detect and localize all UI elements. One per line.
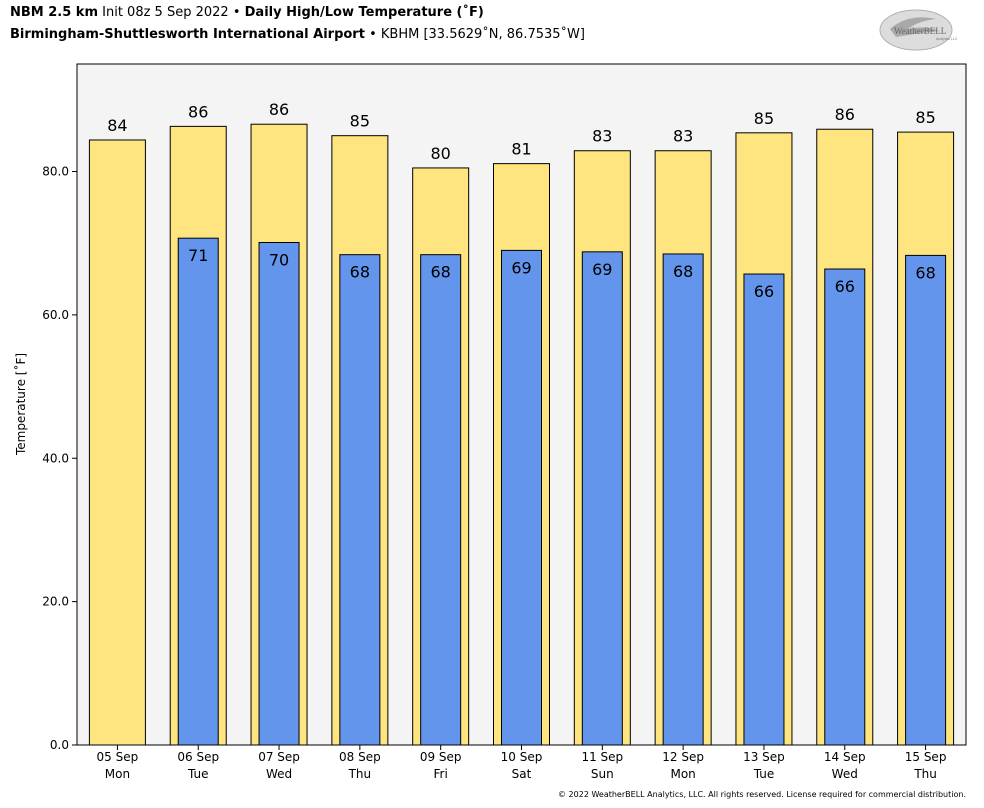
location-name: Birmingham-Shuttlesworth International A… [10,27,365,42]
low-bar [501,249,542,746]
x-tick-day: Thu [348,767,372,781]
y-axis: 0.0 20.0 40.0 60.0 80.0 [42,165,77,752]
high-value-label: 81 [511,140,531,159]
x-tick-day: Mon [105,767,130,781]
x-tick-date: 09 Sep [420,750,462,764]
x-tick-date: 05 Sep [97,750,139,764]
station-id: KBHM [33.5629˚N, 86.7535˚W] [380,27,585,42]
y-tick-label: 20.0 [42,595,69,609]
y-tick-label: 60.0 [42,308,69,322]
high-value-label: 86 [188,102,208,121]
logo-text: WeatherBELL [894,26,946,36]
low-bar [420,254,462,746]
low-bar [258,241,300,746]
low-value-label: 69 [592,260,612,279]
x-tick-date: 06 Sep [177,750,219,764]
x-tick-day: Wed [266,767,292,781]
x-tick-date: 08 Sep [339,750,381,764]
x-tick-day: Thu [913,767,937,781]
high-value-label: 85 [350,112,370,131]
low-bar [824,268,866,746]
high-value-label: 85 [915,108,935,127]
high-value-label: 86 [269,100,289,119]
x-tick-date: 13 Sep [743,750,785,764]
low-bar [743,273,785,746]
x-tick-date: 15 Sep [905,750,947,764]
high-value-label: 80 [431,144,451,163]
high-value-label: 83 [592,127,612,146]
x-tick-date: 14 Sep [824,750,866,764]
low-bar [905,254,947,746]
y-tick-label: 80.0 [42,165,69,179]
chart-subtitle: Birmingham-Shuttlesworth International A… [10,27,585,42]
x-tick-date: 12 Sep [662,750,704,764]
low-value-label: 68 [431,263,451,282]
x-tick-day: Sat [512,767,532,781]
weatherbell-logo: WeatherBELL Analytics LLC [879,9,958,51]
y-axis-label: Temperature [˚F] [13,353,28,456]
high-value-label: 83 [673,127,693,146]
init-time: Init 08z 5 Sep 2022 [102,5,229,20]
high-bar [88,139,146,746]
low-value-label: 70 [269,250,289,269]
x-axis: 05 Sep Mon 06 Sep Tue 07 Sep Wed 08 Sep Thu 09 S… [97,745,947,781]
high-value-label: 86 [835,105,855,124]
low-bar [662,253,704,746]
x-tick-day: Tue [187,767,209,781]
low-value-label: 68 [673,262,693,281]
low-value-label: 66 [754,282,774,301]
high-value-label: 85 [754,109,774,128]
y-tick-label: 0.0 [50,738,69,752]
x-tick-day: Tue [753,767,775,781]
bar-layer: 84 86 71 86 70 85 68 80 68 81 69 83 69 83 68 85 66 86 66 85… [88,100,955,746]
x-tick-day: Sun [591,767,614,781]
x-tick-day: Wed [832,767,858,781]
low-value-label: 68 [350,263,370,282]
x-tick-day: Fri [434,767,448,781]
low-bar [581,251,623,746]
x-tick-date: 10 Sep [501,750,543,764]
low-value-label: 68 [915,263,935,282]
title-bullet: • [232,5,241,20]
product-name: Daily High/Low Temperature (˚F) [244,5,484,20]
logo-subtext: Analytics LLC [936,37,958,41]
x-tick-day: Mon [670,767,695,781]
subtitle-bullet: • [369,27,377,42]
y-tick-label: 40.0 [42,451,69,465]
chart-title: NBM 2.5 km Init 08z 5 Sep 2022 • Daily H… [10,5,484,20]
low-value-label: 71 [188,246,208,265]
low-bar [177,237,219,746]
high-value-label: 84 [107,116,127,135]
x-tick-date: 07 Sep [258,750,300,764]
model-name: NBM 2.5 km [10,5,98,20]
low-value-label: 66 [835,277,855,296]
copyright-notice: © 2022 WeatherBELL Analytics, LLC. All r… [558,790,966,799]
low-bar [339,254,381,746]
low-value-label: 69 [511,258,531,277]
x-tick-date: 11 Sep [581,750,623,764]
